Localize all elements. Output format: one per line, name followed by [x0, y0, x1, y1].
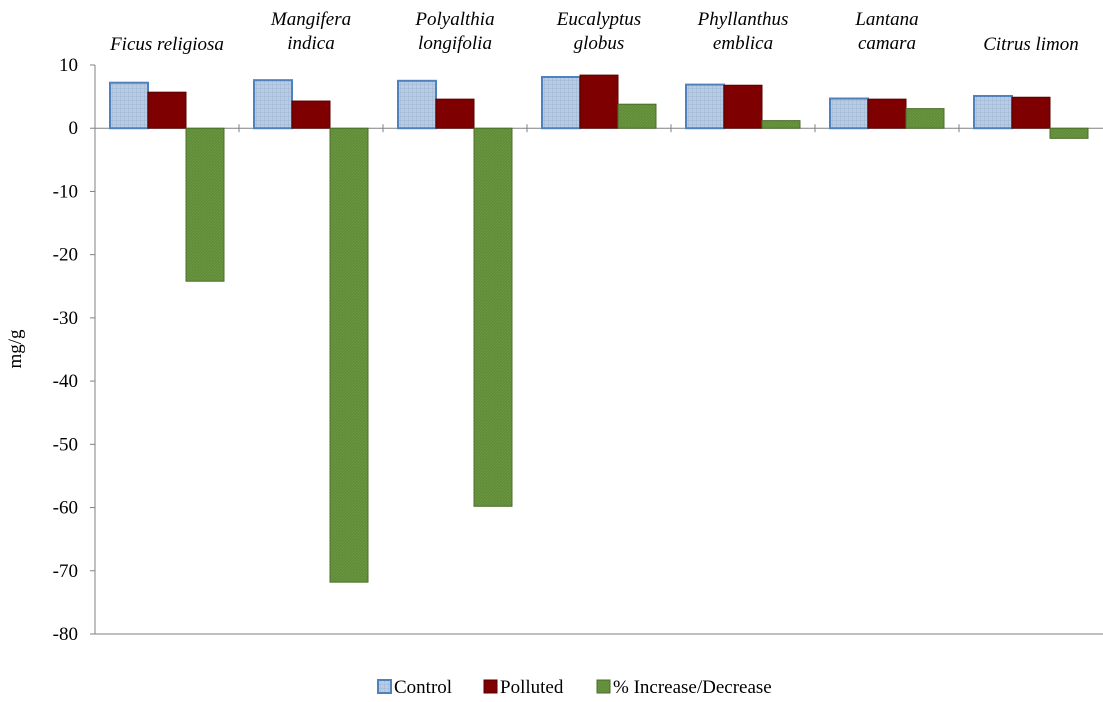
- category-label: Mangifera: [270, 9, 351, 30]
- y-tick-label: -20: [53, 245, 78, 266]
- bars: [109, 74, 1089, 583]
- labels: Ficus religiosa Mangifera indica Polyalthia…: [109, 9, 1079, 55]
- legend: Control Polluted % Increase/Decrease: [377, 677, 772, 698]
- legend-swatch-1: [483, 679, 498, 694]
- y-tick-label: -80: [53, 624, 78, 645]
- bar-control-6: [973, 94, 1013, 130]
- category-label: Polyalthia: [414, 9, 494, 30]
- category-label: Phyllanthus: [697, 9, 789, 30]
- legend-swatch-2: [596, 679, 611, 694]
- legend-swatch-0: [377, 679, 392, 694]
- category-label: globus: [574, 33, 625, 54]
- bar--increase-decrease-2: [473, 127, 513, 507]
- bar--increase-decrease-6: [1049, 127, 1089, 139]
- y-axis-label: mg/g: [5, 329, 26, 369]
- legend-label-1: Polluted: [500, 677, 564, 698]
- bar-polluted-0: [147, 91, 187, 129]
- bar-control-5: [829, 97, 869, 130]
- category-label: Eucalyptus: [556, 9, 641, 30]
- bar-control-0: [109, 81, 149, 130]
- bar-control-4: [685, 83, 725, 130]
- category-label: Citrus limon: [983, 34, 1079, 55]
- category-label: Lantana: [854, 9, 918, 30]
- category-label: indica: [287, 33, 335, 54]
- bar-polluted-6: [1011, 96, 1051, 129]
- legend-label-0: Control: [394, 677, 452, 698]
- y-tick-label: -70: [53, 561, 78, 582]
- category-label: emblica: [713, 33, 773, 54]
- category-label: Ficus religiosa: [109, 34, 224, 55]
- bar-control-2: [397, 79, 437, 130]
- bar-control-1: [253, 79, 293, 130]
- legend-label-2: % Increase/Decrease: [613, 677, 772, 698]
- bar-polluted-2: [435, 98, 475, 129]
- y-tick-label: -40: [53, 371, 78, 392]
- bar--increase-decrease-1: [329, 127, 369, 583]
- y-tick-label: -30: [53, 308, 78, 329]
- bar--increase-decrease-0: [185, 127, 225, 282]
- category-label: camara: [858, 33, 916, 54]
- bar-polluted-3: [579, 74, 619, 129]
- y-tick-label: -60: [53, 498, 78, 519]
- y-tick-label: 10: [59, 55, 78, 76]
- axes: 10 0 -10 -20 -30 -40 -50 -60 -70 -80 mg/g: [5, 55, 1103, 645]
- y-tick-label: -50: [53, 434, 78, 455]
- bar--increase-decrease-5: [905, 108, 945, 129]
- bar-polluted-5: [867, 98, 907, 129]
- bar--increase-decrease-3: [617, 103, 657, 129]
- bar-polluted-4: [723, 84, 763, 129]
- bar-polluted-1: [291, 100, 331, 129]
- y-tick-label: -10: [53, 181, 78, 202]
- category-label: longifolia: [418, 33, 492, 54]
- bar--increase-decrease-4: [761, 120, 801, 129]
- y-tick-label: 0: [69, 118, 79, 139]
- bar-control-3: [541, 76, 581, 130]
